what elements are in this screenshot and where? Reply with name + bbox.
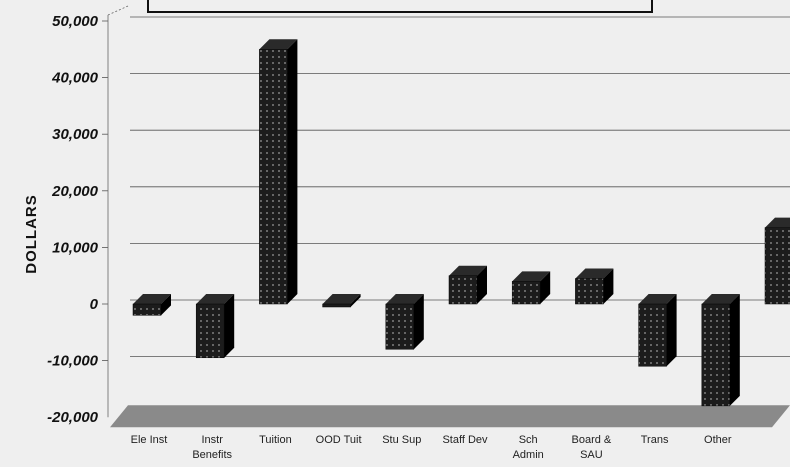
x-tick-label: Instr [201,434,223,446]
bar [575,268,614,305]
title-box-remnant [147,0,653,13]
bar [638,294,677,367]
y-tick-label: 10,000 [52,239,99,256]
bar [448,265,487,305]
y-tick-label: 20,000 [51,183,99,200]
bar [259,39,298,305]
y-tick-label: 30,000 [52,126,99,143]
y-tick-label: -20,000 [47,409,99,426]
y-axis-label: DOLLARS [23,194,40,274]
bar [385,294,424,350]
x-tick-label: Ele Inst [131,434,168,446]
x-tick-label: Tuition [259,434,292,446]
x-axis-ticks: Ele Inst Instr Benefits Tuition OOD Tuit Stu … [131,434,732,461]
wall-edge [107,5,129,16]
y-tick-label: 40,000 [51,70,99,87]
x-tick-label: SAU [580,449,603,461]
bar [132,294,171,316]
y-tick-label: -10,000 [47,353,99,370]
floor-plane [110,405,790,428]
x-tick-label: Staff Dev [442,434,488,446]
x-tick-label: Sch [519,434,538,446]
x-tick-label: Trans [641,434,669,446]
bar [701,294,740,407]
x-tick-label: OOD Tuit [316,434,362,446]
y-axis-ticks: 50,000 40,000 30,000 20,000 10,000 0 -10,000 -2… [47,13,99,426]
gridlines [102,5,790,418]
bar [322,294,361,308]
chart-floor [110,405,790,428]
bars [132,39,790,407]
y-tick-label: 50,000 [52,13,99,30]
bar [195,294,235,359]
x-tick-label: Benefits [192,449,232,461]
bar [764,217,790,305]
x-tick-label: Other [704,434,732,446]
y-tick-label: 0 [90,296,99,313]
x-tick-label: Stu Sup [382,434,421,446]
bar [511,271,551,305]
x-tick-label: Board & [572,434,612,446]
x-tick-label: Admin [513,449,544,461]
